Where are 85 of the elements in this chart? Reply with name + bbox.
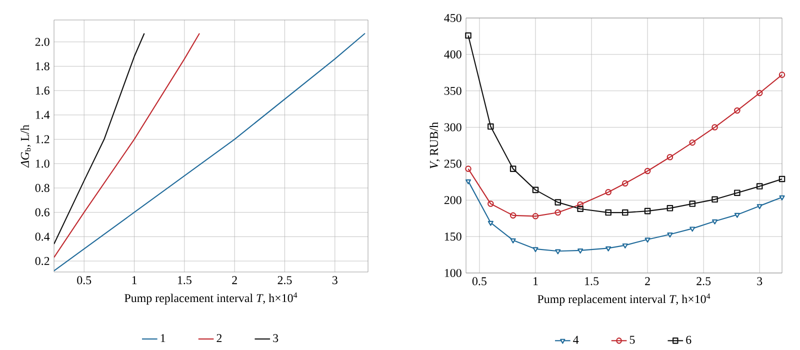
y-tick-label: 300 bbox=[444, 123, 462, 132]
point bbox=[712, 124, 718, 131]
point bbox=[778, 176, 786, 182]
point bbox=[756, 204, 762, 210]
y-tick-label: 1.8 bbox=[36, 62, 50, 71]
point bbox=[605, 189, 612, 196]
legend-label: 5 bbox=[630, 336, 635, 344]
y-axis-title: V, RUB/h bbox=[430, 122, 440, 169]
x-tick-label: 0.5 bbox=[472, 277, 486, 286]
x-tick-label: 2.5 bbox=[696, 277, 711, 286]
x-tick-label: 1 bbox=[534, 277, 538, 286]
x-tick-label: 0.5 bbox=[77, 276, 92, 285]
point bbox=[532, 213, 539, 220]
point bbox=[666, 154, 674, 161]
x-tick-label: 1 bbox=[132, 276, 137, 284]
y-tick-label: 0.6 bbox=[35, 208, 50, 217]
y-tick-label: 1.6 bbox=[36, 86, 50, 95]
point bbox=[554, 199, 562, 206]
point bbox=[779, 196, 785, 201]
point bbox=[488, 124, 494, 130]
point bbox=[488, 221, 494, 226]
point bbox=[554, 210, 562, 216]
x-axis-title: Pump replacement interval T, h×10$^{4}$ bbox=[538, 294, 710, 306]
y-tick-label: 250 bbox=[444, 160, 462, 168]
x-tick-label: 2 bbox=[232, 276, 237, 284]
point bbox=[465, 32, 472, 39]
point bbox=[622, 244, 628, 249]
x-tick-label: 1.5 bbox=[585, 277, 599, 286]
point bbox=[666, 205, 674, 212]
legend-label: 3 bbox=[273, 334, 278, 342]
line-series bbox=[54, 33, 145, 245]
point bbox=[690, 226, 696, 232]
point bbox=[532, 247, 538, 252]
y-tick-label: 200 bbox=[444, 196, 462, 204]
point bbox=[577, 206, 584, 212]
y-tick-label: 1.4 bbox=[36, 111, 50, 120]
y-tick-label: 400 bbox=[444, 50, 462, 59]
x-tick-label: 3 bbox=[757, 277, 762, 286]
x-tick-label: 3 bbox=[332, 276, 338, 284]
point bbox=[488, 200, 494, 208]
y-tick-label: 2.0 bbox=[35, 38, 50, 46]
point bbox=[756, 183, 763, 190]
y-tick-label: 0.2 bbox=[35, 257, 50, 266]
point bbox=[712, 220, 718, 225]
y-tick-label: 350 bbox=[444, 87, 462, 96]
legend-label: 2 bbox=[216, 334, 222, 342]
x-tick-label: 2.5 bbox=[278, 276, 292, 284]
point bbox=[712, 196, 718, 203]
y-axis-title: ΔG$_{b}$, L/h bbox=[20, 125, 31, 168]
point bbox=[532, 187, 539, 194]
y-tick-label: 0.8 bbox=[35, 184, 50, 192]
point bbox=[555, 250, 561, 255]
legend-label: 4 bbox=[573, 336, 579, 344]
point bbox=[578, 248, 584, 254]
point bbox=[689, 140, 696, 146]
point bbox=[510, 212, 516, 219]
point bbox=[605, 210, 612, 216]
legend-label: 1 bbox=[160, 334, 166, 342]
point bbox=[622, 180, 628, 187]
point bbox=[510, 166, 516, 172]
point bbox=[644, 238, 650, 243]
point bbox=[644, 168, 651, 174]
y-tick-label: 450 bbox=[444, 14, 462, 22]
point bbox=[689, 200, 696, 208]
point bbox=[606, 246, 612, 252]
y-tick-label: 100 bbox=[444, 269, 462, 278]
point bbox=[734, 213, 740, 218]
point bbox=[756, 90, 763, 96]
x-tick-label: 1.5 bbox=[178, 276, 192, 284]
point bbox=[510, 238, 516, 244]
y-tick-label: 1.0 bbox=[36, 160, 50, 168]
point bbox=[734, 108, 740, 114]
line-series bbox=[54, 33, 366, 272]
point bbox=[644, 208, 651, 214]
y-tick-label: 0.4 bbox=[35, 232, 50, 241]
point bbox=[622, 210, 628, 216]
legend-label: 6 bbox=[686, 336, 692, 344]
y-tick-label: 1.2 bbox=[36, 135, 50, 144]
point bbox=[577, 202, 584, 208]
y-tick-label: 150 bbox=[444, 232, 462, 241]
x-axis-title: Pump replacement interval T, h×10$^{4}$ bbox=[124, 292, 298, 305]
x-tick-label: 2 bbox=[645, 277, 650, 286]
point bbox=[667, 232, 673, 238]
line-series bbox=[54, 33, 200, 258]
point bbox=[734, 190, 740, 196]
